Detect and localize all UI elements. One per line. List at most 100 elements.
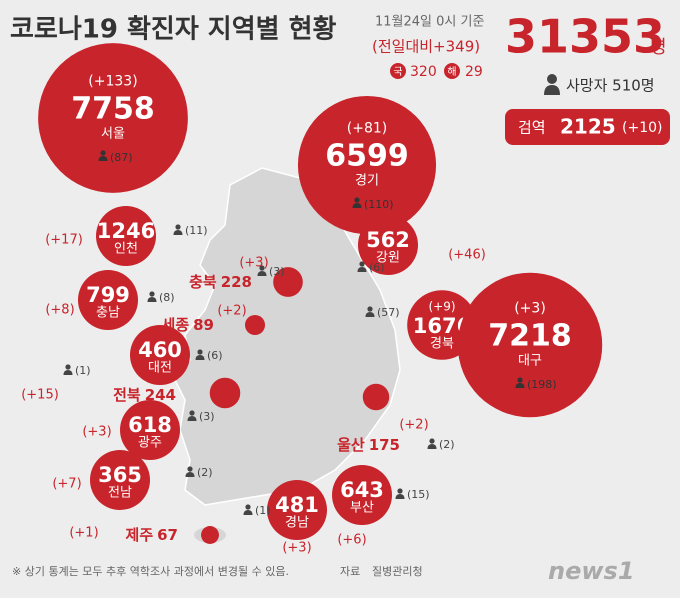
icon-body xyxy=(243,510,253,515)
region-cases: 1246 xyxy=(97,219,155,243)
icon-body xyxy=(98,156,108,161)
icon-body xyxy=(357,267,367,272)
icon-body xyxy=(515,383,525,388)
icon-head xyxy=(100,150,106,156)
region-deaths: (57) xyxy=(377,306,400,319)
region-bubble xyxy=(95,205,157,267)
region-name: 대전 xyxy=(148,360,172,375)
icon-head xyxy=(197,349,203,355)
region-bubble xyxy=(78,270,138,330)
source-label: 자료 xyxy=(340,565,360,578)
person-icon xyxy=(147,291,157,302)
icon-head xyxy=(245,504,251,510)
region-deaths: (6) xyxy=(207,349,223,362)
icon-body xyxy=(427,444,437,449)
region-change: (+133) xyxy=(88,74,137,90)
region-deaths: (87) xyxy=(110,151,133,164)
tests-change: (+10) xyxy=(622,120,662,136)
region-cases: 365 xyxy=(98,463,142,487)
tests: 2125 xyxy=(560,115,616,139)
region-change: (+46) xyxy=(448,248,486,263)
icon-body xyxy=(257,271,267,276)
region-bubble xyxy=(457,272,603,418)
region-bubble xyxy=(332,465,392,525)
overseas-label: 해 xyxy=(447,65,456,78)
region-cases: 244 xyxy=(145,386,176,404)
region-change: (+81) xyxy=(347,121,387,137)
region-bubble xyxy=(362,383,390,411)
region-cases: 89 xyxy=(193,316,214,334)
region-cases: 7758 xyxy=(71,92,155,127)
region-deaths: (3) xyxy=(199,410,215,423)
region-name: 광주 xyxy=(138,435,162,450)
person-icon xyxy=(187,410,197,421)
region-change: (+9) xyxy=(428,300,455,314)
region-bubble xyxy=(358,215,418,275)
region-name: 인천 xyxy=(114,241,138,256)
person-icon xyxy=(365,306,375,317)
region-change: (+7) xyxy=(52,477,81,492)
region-deaths: (15) xyxy=(407,488,430,501)
icon-head xyxy=(517,377,523,383)
region-label: 제주 67 xyxy=(126,526,178,544)
region-bubble xyxy=(244,314,266,336)
domestic-label: 국 xyxy=(393,66,402,78)
icon-head xyxy=(149,291,155,297)
region-deaths: (2) xyxy=(197,466,213,479)
region-deaths: (2) xyxy=(439,438,455,451)
person-icon xyxy=(185,466,195,477)
person-icon xyxy=(357,261,367,272)
region-name: 충북 xyxy=(189,273,217,291)
region-change: (+2) xyxy=(399,418,428,433)
region-change: (+3) xyxy=(282,541,311,556)
region-name: 강원 xyxy=(376,250,400,265)
region-bubble xyxy=(273,267,303,297)
region-bubble xyxy=(209,377,241,409)
icon-body xyxy=(173,230,183,235)
region-bubble xyxy=(38,43,188,193)
overseas: 29 xyxy=(465,64,483,80)
icon-body xyxy=(395,494,405,499)
person-icon xyxy=(195,349,205,360)
icon-head xyxy=(189,410,195,416)
region-label: 울산 175 xyxy=(337,436,400,454)
region-cases: 228 xyxy=(221,273,252,291)
icon-head xyxy=(397,488,403,494)
region-cases: 67 xyxy=(157,526,178,544)
region-cases: 643 xyxy=(340,478,384,502)
region-bubble xyxy=(267,480,327,540)
person-icon xyxy=(515,377,525,388)
region-deaths: (1) xyxy=(255,504,271,517)
region-name: 서울 xyxy=(101,127,125,142)
region-cases: 175 xyxy=(369,436,400,454)
person-icon xyxy=(63,364,73,375)
region-deaths: (8) xyxy=(159,291,175,304)
region-cases: 460 xyxy=(138,338,182,362)
region-name: 울산 xyxy=(337,436,365,454)
logo: news1 xyxy=(548,557,635,585)
icon-body xyxy=(185,472,195,477)
icon-head xyxy=(354,197,360,203)
region-cases: 481 xyxy=(275,493,319,517)
region-cases: 7218 xyxy=(488,319,572,354)
footer-note: ※ 상기 통계는 모두 추후 역학조사 과정에서 변경될 수 있음. xyxy=(12,564,289,578)
region-cases: 6599 xyxy=(325,139,409,174)
tests-box xyxy=(505,109,670,145)
region-name: 경북 xyxy=(430,336,454,351)
region-bubble xyxy=(297,95,437,235)
icon-body xyxy=(147,297,157,302)
source: 질병관리청 xyxy=(372,565,423,578)
region-change: (+17) xyxy=(45,233,83,248)
region-name: 부산 xyxy=(350,500,374,515)
region-name: 대구 xyxy=(518,354,542,369)
icon-head xyxy=(175,224,181,230)
region-change: (+15) xyxy=(21,388,59,403)
tests-label: 검역 xyxy=(518,119,546,137)
icon-body xyxy=(352,203,362,208)
icon-body xyxy=(195,355,205,360)
region-name: 경기 xyxy=(355,174,379,189)
region-deaths: (6) xyxy=(369,261,385,274)
region-bubble xyxy=(90,450,150,510)
